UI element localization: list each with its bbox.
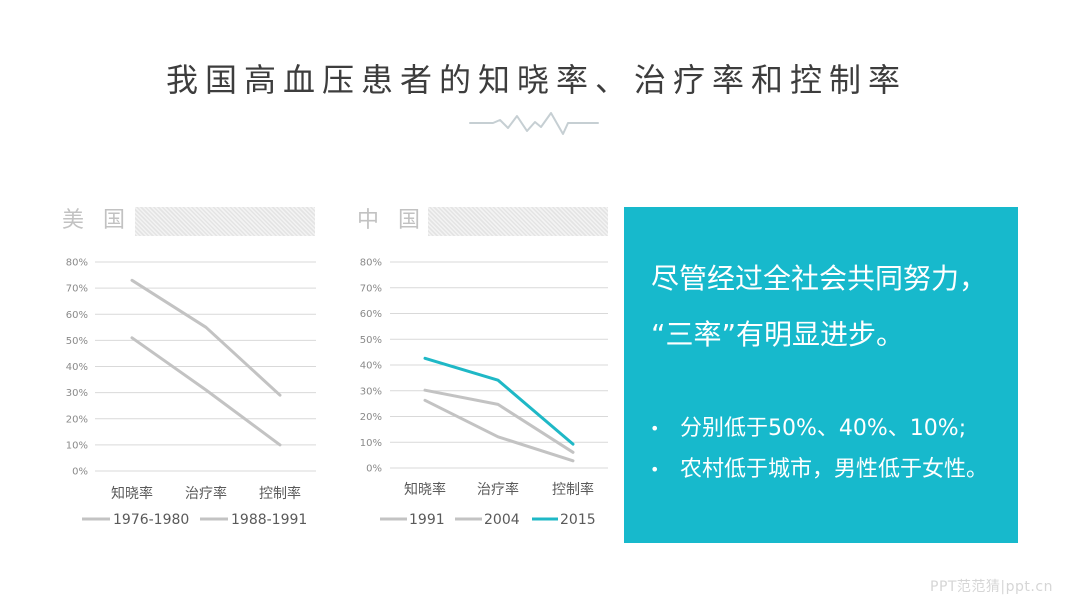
x-category-label: 控制率 — [552, 481, 594, 498]
legend-label: 1976-1980 — [113, 512, 189, 528]
x-category-label: 控制率 — [259, 485, 301, 502]
china-line-chart: 0% 10% 20% 30% 40% 50% 60% 70% 80% 知晓率 治疗率 控制率 1991 2… — [360, 258, 608, 528]
y-tick-label: 80% — [360, 258, 382, 269]
y-tick-label: 40% — [360, 361, 382, 372]
y-tick-label: 0% — [366, 464, 382, 475]
china-panel-title: 中国 — [357, 208, 440, 233]
us-line-chart: 0% 10% 20% 30% 40% 50% 60% 70% 80% 知晓率 治疗率 控制率 1976-… — [66, 258, 316, 528]
bullet-dot-icon: • — [650, 460, 660, 479]
page-title: 我国高血压患者的知晓率、治疗率和控制率 — [166, 61, 908, 99]
us-title-decor-bar — [135, 207, 315, 236]
x-category-label: 知晓率 — [404, 481, 446, 498]
watermark: PPT范范猜|ppt.cn — [930, 579, 1053, 595]
series-line-2015 — [423, 356, 575, 446]
y-tick-label: 0% — [72, 467, 88, 478]
y-tick-label: 60% — [360, 309, 382, 320]
series-line-1988-1991 — [130, 278, 282, 397]
legend-label: 1991 — [409, 512, 445, 528]
y-tick-label: 60% — [66, 310, 88, 321]
y-tick-label: 30% — [66, 388, 88, 399]
series-line-1976-1980 — [130, 336, 282, 447]
summary-headline-line2: “三率”有明显进步。 — [651, 318, 905, 351]
x-category-label: 治疗率 — [185, 485, 227, 502]
y-tick-label: 10% — [360, 438, 382, 449]
x-category-label: 知晓率 — [111, 485, 153, 502]
heartbeat-divider-icon — [469, 112, 599, 135]
series-line-1991 — [423, 398, 575, 463]
y-tick-label: 20% — [66, 414, 88, 425]
x-category-label: 治疗率 — [477, 481, 519, 498]
y-tick-label: 50% — [66, 336, 88, 347]
y-tick-label: 20% — [360, 412, 382, 423]
legend-label: 1988-1991 — [231, 512, 307, 528]
y-tick-label: 30% — [360, 386, 382, 397]
bullet-dot-icon: • — [650, 419, 660, 438]
y-tick-label: 70% — [66, 284, 88, 295]
bullet-text: 分别低于50%、40%、10%; — [680, 416, 967, 441]
summary-headline-line1: 尽管经过全社会共同努力， — [651, 262, 988, 295]
legend-label: 2015 — [560, 512, 596, 528]
bullet-text: 农村低于城市，男性低于女性。 — [680, 457, 989, 482]
series-line-2004 — [423, 388, 575, 454]
us-panel-title: 美国 — [62, 208, 145, 233]
y-tick-label: 40% — [66, 362, 88, 373]
legend-label: 2004 — [484, 512, 520, 528]
summary-box: 尽管经过全社会共同努力， “三率”有明显进步。 • 分别低于50%、40%、10… — [624, 207, 1018, 543]
y-tick-label: 70% — [360, 283, 382, 294]
y-tick-label: 10% — [66, 440, 88, 451]
y-tick-label: 80% — [66, 258, 88, 269]
y-tick-label: 50% — [360, 335, 382, 346]
china-title-decor-bar — [428, 207, 608, 236]
